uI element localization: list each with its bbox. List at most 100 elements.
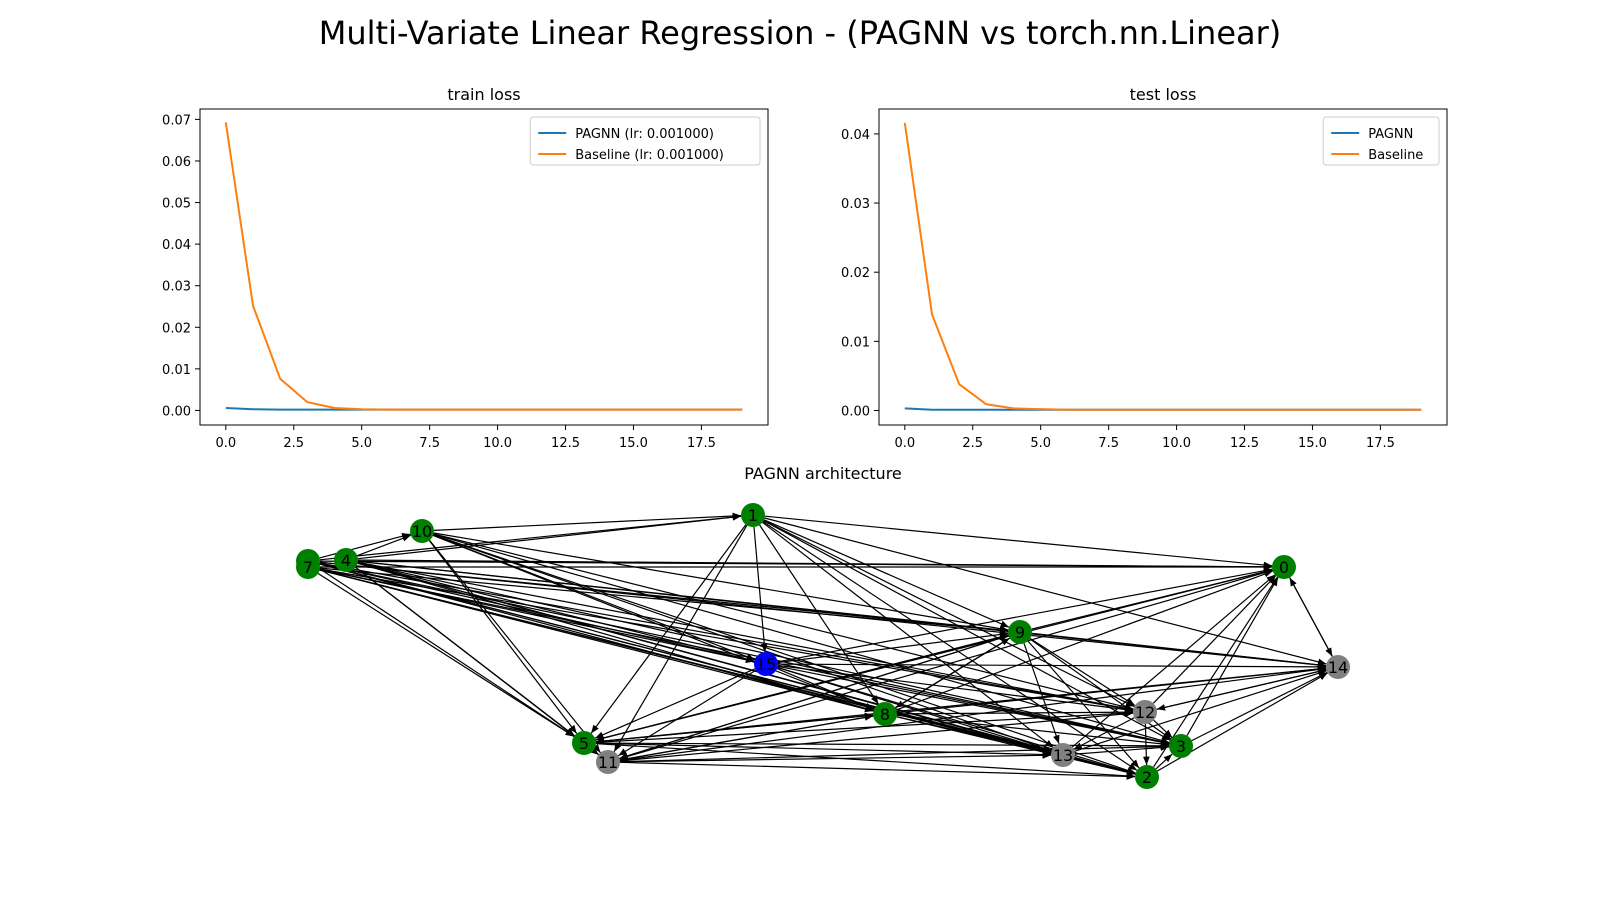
train-loss-chart: train loss 0.0 2.5 5.0 7.5 10.0 12.5 15.0 17.5 0.…: [162, 85, 769, 451]
graph-edge: [319, 568, 1170, 746]
test-loss-chart: test loss 0.0 2.5 5.0 7.5 10.0 12.5 15.0 17.5 0.0…: [841, 85, 1448, 451]
graph-edge: [763, 519, 1010, 628]
graph-edge: [753, 526, 768, 653]
graph-edge: [319, 532, 411, 559]
graph-edge: [428, 540, 578, 734]
series-line-baseline: [903, 122, 1422, 411]
graph-edge: [777, 664, 1134, 713]
graph-edge: [894, 637, 1011, 709]
y-tick-label: 0.07: [162, 113, 191, 128]
graph-edge: [433, 533, 1134, 711]
y-tick-label: 0.04: [162, 238, 191, 253]
graph-edge: [764, 515, 1273, 569]
graph-edge: [777, 666, 1136, 775]
graph-edge: [432, 534, 875, 711]
graph-edge: [319, 513, 742, 561]
graph-edge: [777, 631, 1009, 664]
graph-edge: [317, 572, 575, 738]
y-tick-label: 0.02: [162, 321, 191, 336]
y-tick-label: 0.06: [162, 155, 191, 170]
graph-edge: [896, 708, 1134, 716]
graph-node-10: [410, 519, 434, 543]
x-tick-label: 0.0: [215, 436, 236, 451]
plot-frame: [199, 108, 769, 426]
graph-edge: [433, 534, 1052, 752]
x-tick-label: 10.0: [1162, 436, 1191, 451]
graph-edge: [777, 567, 1273, 663]
graph-edge: [432, 534, 756, 661]
graph-edge: [1073, 717, 1135, 750]
graph-edge: [619, 710, 1134, 762]
y-tick-label: 0.01: [841, 335, 870, 350]
graph-edge: [1191, 671, 1328, 742]
graph-node-12: [1133, 700, 1157, 724]
graph-edge: [355, 566, 599, 756]
x-tick-label: 0.0: [894, 436, 915, 451]
y-tick-label: 0.00: [162, 404, 191, 419]
graph-edge: [1074, 670, 1327, 752]
graph-node-label: 2: [1142, 768, 1152, 787]
graph-edge: [433, 512, 742, 531]
graph-edge: [617, 669, 757, 757]
graph-edge: [1156, 669, 1327, 711]
graph-edge: [619, 634, 1009, 759]
x-tick-label: 17.5: [1366, 436, 1395, 451]
graph-edge: [319, 563, 755, 663]
graph-node-1: [741, 503, 765, 527]
graph-node-label: 1: [748, 506, 758, 525]
graph-node-label: 11: [598, 753, 618, 772]
graph-edge: [319, 568, 755, 664]
graph-node-3: [1169, 734, 1193, 758]
x-tick-label: 7.5: [419, 436, 440, 451]
graph-edge: [896, 714, 1170, 748]
graph-edge: [357, 562, 1136, 775]
graph-edge: [776, 668, 875, 710]
graph-edge: [762, 521, 1138, 771]
graph-edge: [1152, 575, 1277, 704]
y-tick-label: 0.03: [162, 280, 191, 295]
graph-node-label: 5: [579, 734, 589, 753]
x-tick-label: 12.5: [551, 436, 580, 451]
graph-edge: [1074, 744, 1170, 755]
graph-edge: [1153, 719, 1173, 739]
graph-edge: [589, 746, 599, 756]
graph-node-9: [1008, 620, 1032, 644]
graph-node-label: 7: [303, 558, 313, 577]
series-line-baseline: [224, 122, 743, 411]
graph-node-label: 15: [756, 655, 776, 674]
graph-node-8: [873, 702, 897, 726]
x-tick-label: 5.0: [1030, 436, 1051, 451]
graph-edge: [619, 761, 1136, 780]
graph-edge: [1074, 757, 1136, 776]
graph-edge: [1027, 640, 1140, 769]
legend-label: Baseline (lr: 0.001000): [575, 148, 724, 163]
graph-edge: [319, 560, 1273, 571]
graph-node-5: [572, 731, 596, 755]
pagnn-architecture-graph: 0123456789101112131415: [296, 503, 1350, 789]
graph-edge: [764, 517, 1327, 666]
legend-label: PAGNN (lr: 0.001000): [575, 127, 714, 142]
y-tick-label: 0.05: [162, 197, 191, 212]
graph-title: PAGNN architecture: [744, 464, 902, 483]
x-tick-label: 2.5: [962, 436, 983, 451]
graph-node-label: 8: [880, 705, 890, 724]
y-tick-label: 0.01: [162, 363, 191, 378]
y-tick-label: 0.04: [841, 128, 870, 143]
legend-label: PAGNN: [1368, 127, 1413, 142]
graph-node-label: 0: [1279, 558, 1289, 577]
x-tick-label: 12.5: [1230, 436, 1259, 451]
graph-edge: [429, 539, 601, 754]
graph-node-label: 13: [1053, 746, 1073, 765]
graph-node-label: 9: [1015, 623, 1025, 642]
x-tick-label: 17.5: [687, 436, 716, 451]
graph-edge: [1031, 632, 1327, 669]
graph-edge: [1071, 574, 1276, 748]
graph-edge: [1289, 577, 1333, 657]
legend-box: [529, 116, 761, 166]
chart-title: test loss: [1130, 85, 1197, 104]
graph-node-7: [296, 555, 320, 579]
graph-edge: [357, 561, 1134, 712]
x-tick-label: 2.5: [283, 436, 304, 451]
graph-edge: [1153, 576, 1278, 768]
x-tick-label: 5.0: [351, 436, 372, 451]
